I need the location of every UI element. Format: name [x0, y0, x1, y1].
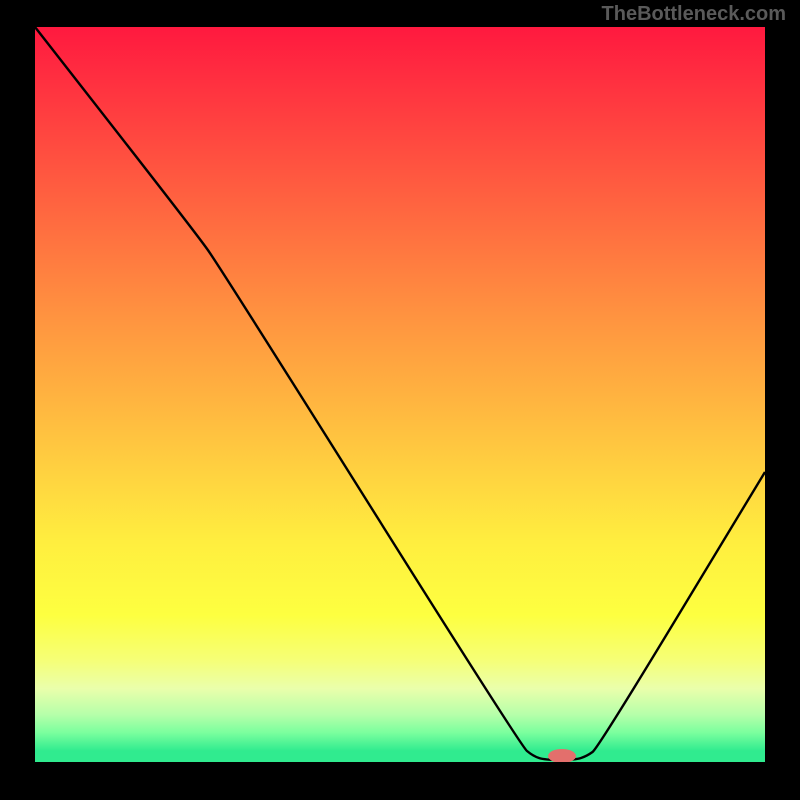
chart-container: { "watermark": { "text": "TheBottleneck.…	[0, 0, 800, 800]
plot-area	[35, 27, 765, 762]
watermark-text: TheBottleneck.com	[602, 3, 786, 26]
chart-svg	[35, 27, 765, 762]
